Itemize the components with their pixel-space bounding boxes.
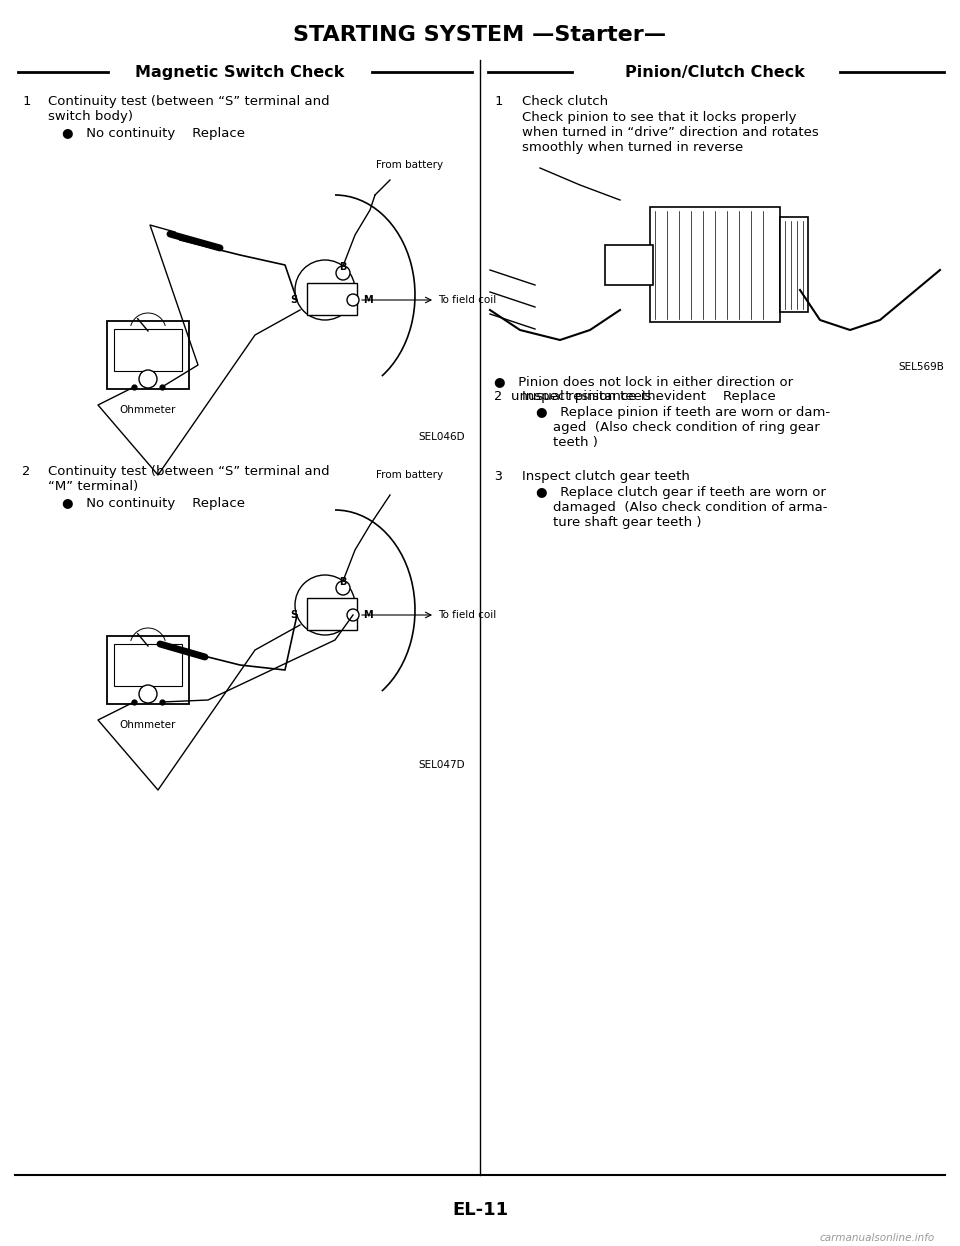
- Text: Ohmmeter: Ohmmeter: [120, 720, 177, 730]
- Bar: [307, 283, 357, 315]
- Text: From battery: From battery: [376, 470, 444, 480]
- Text: To field coil: To field coil: [438, 611, 496, 621]
- Circle shape: [295, 574, 355, 635]
- Text: Inspect pinion teeth.: Inspect pinion teeth.: [522, 390, 660, 402]
- Text: Inspect clutch gear teeth: Inspect clutch gear teeth: [522, 470, 690, 483]
- Bar: [307, 598, 357, 630]
- Text: ●   No continuity    Replace: ● No continuity Replace: [62, 127, 245, 140]
- Text: B: B: [339, 577, 347, 587]
- Text: SEL569B: SEL569B: [899, 363, 944, 373]
- Bar: [107, 635, 189, 704]
- Text: ●   Replace pinion if teeth are worn or dam-
    aged  (Also check condition of : ● Replace pinion if teeth are worn or da…: [536, 406, 830, 449]
- Text: Magnetic Switch Check: Magnetic Switch Check: [135, 65, 345, 80]
- Circle shape: [347, 294, 359, 307]
- Text: SEL047D: SEL047D: [419, 760, 465, 770]
- Text: ●   No continuity    Replace: ● No continuity Replace: [62, 497, 245, 510]
- Bar: [114, 329, 182, 371]
- Text: EL-11: EL-11: [452, 1201, 508, 1219]
- Text: ●   Replace clutch gear if teeth are worn or
    damaged  (Also check condition : ● Replace clutch gear if teeth are worn …: [536, 486, 828, 530]
- Circle shape: [336, 265, 350, 280]
- Text: carmanualsonline.info: carmanualsonline.info: [820, 1234, 935, 1244]
- Text: Pinion/Clutch Check: Pinion/Clutch Check: [625, 65, 804, 80]
- Bar: [780, 217, 808, 312]
- Text: M: M: [363, 611, 372, 621]
- Text: M: M: [363, 295, 372, 305]
- Bar: [605, 245, 653, 285]
- Text: 1: 1: [494, 95, 502, 108]
- Text: STARTING SYSTEM —Starter—: STARTING SYSTEM —Starter—: [294, 25, 666, 45]
- Text: Ohmmeter: Ohmmeter: [120, 405, 177, 415]
- Bar: [107, 321, 189, 389]
- Text: S: S: [290, 295, 297, 305]
- Circle shape: [139, 370, 157, 388]
- Circle shape: [336, 581, 350, 596]
- Text: To field coil: To field coil: [438, 295, 496, 305]
- Text: 2: 2: [22, 465, 30, 478]
- Text: 1: 1: [22, 95, 30, 108]
- Text: 3: 3: [494, 470, 502, 483]
- Text: Check clutch: Check clutch: [522, 95, 608, 108]
- Circle shape: [347, 609, 359, 621]
- Text: SEL046D: SEL046D: [419, 432, 465, 442]
- Circle shape: [139, 685, 157, 703]
- Bar: [114, 644, 182, 687]
- Circle shape: [295, 260, 355, 320]
- Text: 2: 2: [494, 390, 502, 402]
- Text: Check pinion to see that it locks properly
when turned in “drive” direction and : Check pinion to see that it locks proper…: [522, 111, 819, 155]
- Text: B: B: [339, 262, 347, 272]
- Text: From battery: From battery: [376, 159, 444, 169]
- Text: Continuity test (between “S” terminal and
switch body): Continuity test (between “S” terminal an…: [48, 95, 329, 123]
- Bar: [650, 207, 780, 321]
- Text: ●   Pinion does not lock in either direction or
    unusual resistance is eviden: ● Pinion does not lock in either directi…: [494, 375, 793, 402]
- Text: S: S: [290, 611, 297, 621]
- Text: Continuity test (between “S” terminal and
“M” terminal): Continuity test (between “S” terminal an…: [48, 465, 329, 493]
